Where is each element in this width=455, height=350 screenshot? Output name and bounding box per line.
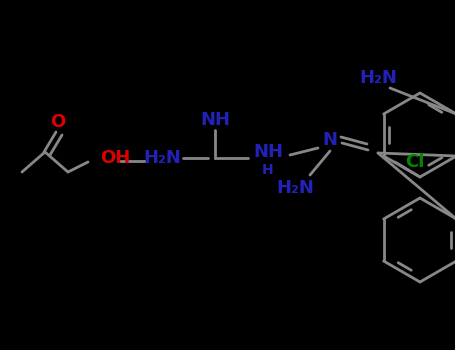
Text: N: N [323, 131, 338, 149]
Text: NH: NH [253, 143, 283, 161]
Text: O: O [51, 113, 66, 131]
Text: H₂N: H₂N [276, 179, 314, 197]
Text: OH: OH [100, 149, 130, 167]
Text: NH: NH [200, 111, 230, 129]
Text: H₂N: H₂N [143, 149, 181, 167]
Text: Cl: Cl [405, 153, 425, 171]
Text: H: H [262, 163, 274, 177]
Text: H₂N: H₂N [359, 69, 397, 87]
